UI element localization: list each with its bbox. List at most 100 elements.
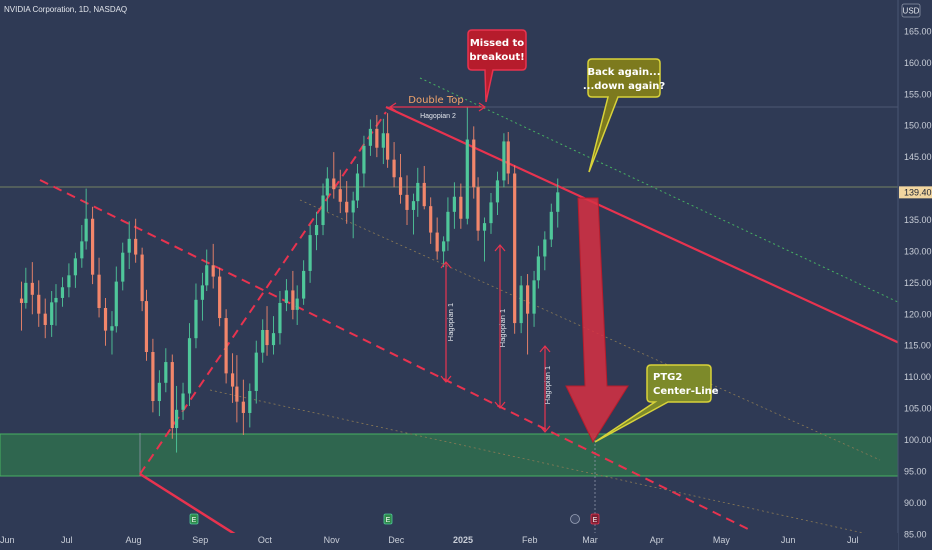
- candle: [205, 249, 209, 292]
- candle-body: [284, 290, 289, 303]
- time-axis[interactable]: [0, 533, 898, 550]
- candle-body: [30, 282, 34, 295]
- x-ticks: Jun Jul Aug Sep Oct Nov Dec 2025 Feb Mar Apr May Jun…: [0, 535, 859, 545]
- candle-body: [157, 382, 161, 402]
- candle: [368, 119, 372, 156]
- y-tick-label: 155.00: [904, 89, 932, 99]
- candle-body: [325, 178, 329, 196]
- candle-body: [97, 274, 101, 308]
- candle: [472, 126, 476, 199]
- candle-body: [144, 301, 149, 352]
- candle: [110, 311, 114, 355]
- event-markers[interactable]: E E E: [189, 513, 600, 525]
- candle: [140, 247, 144, 312]
- candle-body: [114, 281, 118, 327]
- earnings-marker-feb[interactable]: [590, 513, 600, 525]
- candle-body: [73, 258, 77, 276]
- candle-body: [392, 159, 396, 178]
- candle: [54, 284, 58, 326]
- candle: [30, 262, 34, 315]
- hagopian1-label-b: Hagopian 1: [498, 309, 507, 347]
- currency-box[interactable]: [901, 3, 921, 18]
- hagopian1-label-a: Hagopian 1: [446, 303, 455, 341]
- candle-body: [200, 285, 205, 300]
- x-tick-label: Jun: [781, 535, 796, 545]
- candle: [549, 203, 553, 248]
- price-axis[interactable]: [898, 0, 932, 550]
- candle-body: [416, 182, 420, 202]
- candle-body: [295, 298, 299, 310]
- earnings-marker-nov[interactable]: [383, 513, 393, 525]
- candle-body: [543, 239, 547, 257]
- candle-body: [532, 280, 536, 314]
- candle: [351, 191, 355, 239]
- candle-body: [519, 285, 523, 324]
- candle-body: [381, 133, 385, 148]
- x-tick-label: Aug: [126, 535, 142, 545]
- candle-body: [127, 238, 131, 253]
- candle: [194, 283, 198, 349]
- candle: [398, 154, 403, 204]
- candle-body: [489, 202, 493, 224]
- channel-upper-dashed: [39, 179, 751, 531]
- candle: [157, 370, 161, 417]
- missed-line1: Missed to: [470, 38, 524, 49]
- candle: [459, 183, 463, 229]
- earnings-marker-aug[interactable]: [189, 513, 199, 525]
- candle: [314, 211, 319, 251]
- y-tick-label: 125.00: [904, 278, 932, 288]
- candle-body: [556, 192, 560, 212]
- candle: [248, 383, 252, 428]
- y-tick-label: 105.00: [904, 404, 932, 414]
- y-tick-label: 115.00: [904, 341, 931, 351]
- hagopian1-label-c: Hagopian 1: [543, 366, 552, 404]
- candle-body: [482, 223, 487, 231]
- candle-body: [308, 235, 312, 271]
- candle: [230, 353, 235, 403]
- candle: [67, 263, 71, 298]
- hagopian-measures: [440, 244, 551, 433]
- candle: [513, 165, 517, 334]
- candle-body: [134, 238, 138, 255]
- candle: [187, 323, 192, 407]
- candle: [536, 245, 540, 289]
- candle: [308, 225, 312, 283]
- candle-body: [80, 241, 84, 259]
- y-tick-label: 100.00: [904, 435, 932, 445]
- callout-back-again: Back again... ...down again?: [583, 58, 665, 173]
- currency-label: USD: [903, 7, 920, 16]
- candle-body: [435, 232, 439, 252]
- candle-body: [43, 313, 47, 325]
- missed-line2: breakout!: [469, 52, 524, 63]
- candle: [127, 221, 131, 270]
- candle-body: [526, 285, 530, 314]
- candle: [332, 152, 336, 199]
- candle-body: [332, 178, 336, 190]
- candle-body: [368, 128, 372, 146]
- candle-body: [54, 297, 58, 303]
- candle: [476, 177, 480, 241]
- candle-body: [338, 189, 342, 202]
- y-tick-label: 145.00: [904, 152, 932, 162]
- candle-body: [355, 173, 360, 201]
- y-tick-label: 85.00: [904, 529, 927, 539]
- candle: [502, 133, 506, 188]
- candle-body: [302, 270, 306, 299]
- candle: [405, 175, 409, 226]
- candle: [386, 113, 390, 168]
- candle: [556, 178, 560, 228]
- candle-body: [151, 352, 155, 402]
- candle-body: [37, 294, 41, 314]
- dividend-marker[interactable]: [570, 514, 580, 524]
- candle: [482, 217, 487, 262]
- x-tick-label: Sep: [192, 535, 208, 545]
- candle-body: [375, 128, 379, 148]
- candle: [60, 277, 65, 307]
- candle: [50, 291, 54, 337]
- candle: [144, 289, 149, 361]
- chart-title: NVIDIA Corporation, 1D, NASDAQ: [4, 5, 127, 14]
- candle: [80, 225, 84, 268]
- candle-body: [224, 318, 228, 374]
